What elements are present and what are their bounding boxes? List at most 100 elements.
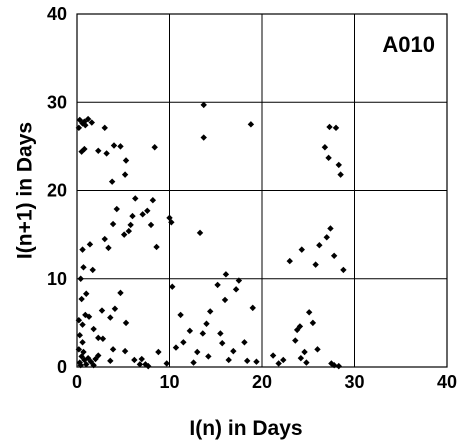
- data-point: [151, 144, 158, 151]
- data-point: [90, 362, 97, 369]
- data-point: [321, 144, 329, 151]
- data-point: [244, 357, 251, 365]
- data-point: [81, 118, 88, 125]
- data-point: [121, 347, 129, 355]
- data-point: [163, 360, 170, 367]
- data-point: [199, 330, 206, 337]
- data-point: [80, 264, 87, 271]
- data-point: [107, 314, 114, 321]
- data-point: [280, 356, 287, 364]
- data-point: [200, 101, 207, 109]
- data-point: [127, 221, 134, 229]
- data-point: [98, 307, 106, 314]
- data-point: [81, 145, 88, 153]
- data-point: [337, 171, 344, 178]
- y-tick-labels: 0 10 20 30 40: [47, 4, 67, 377]
- y-tick-label: 10: [47, 269, 67, 289]
- panel-label: A010: [382, 32, 435, 57]
- data-point: [275, 360, 282, 367]
- x-tick-label: 10: [159, 372, 179, 392]
- data-point: [109, 346, 117, 353]
- data-point: [95, 147, 102, 154]
- data-point: [95, 352, 102, 359]
- data-point: [305, 309, 313, 316]
- data-point: [75, 124, 83, 132]
- x-tick-label: 30: [344, 372, 364, 392]
- data-point: [86, 241, 94, 248]
- data-point: [200, 134, 207, 141]
- data-point: [108, 178, 116, 185]
- data-point: [296, 323, 304, 330]
- x-tick-label: 20: [252, 372, 272, 392]
- data-point: [222, 271, 230, 278]
- data-point: [76, 332, 83, 339]
- data-point: [323, 234, 330, 241]
- data-point: [90, 325, 97, 333]
- data-point: [153, 243, 160, 251]
- data-point: [76, 116, 83, 124]
- data-point: [82, 311, 89, 319]
- data-point: [335, 362, 342, 370]
- data-point: [95, 334, 102, 342]
- data-points: [75, 101, 347, 370]
- data-point: [80, 348, 87, 356]
- data-point: [219, 339, 226, 347]
- data-point: [330, 362, 338, 369]
- data-point: [138, 355, 145, 363]
- data-point: [303, 359, 310, 366]
- data-point: [292, 337, 299, 344]
- data-point: [79, 246, 86, 253]
- data-point: [327, 225, 334, 232]
- data-point: [301, 348, 308, 356]
- data-point: [99, 335, 107, 342]
- data-point: [88, 119, 95, 126]
- data-point: [325, 154, 332, 162]
- data-point: [214, 281, 221, 289]
- data-point: [145, 362, 152, 370]
- x-tick-label: 0: [72, 372, 82, 392]
- data-point: [85, 313, 93, 320]
- data-point: [117, 289, 124, 297]
- data-point: [232, 286, 240, 293]
- x-tick-label: 40: [437, 372, 457, 392]
- data-point: [269, 352, 277, 359]
- data-point: [89, 266, 96, 274]
- data-point: [230, 347, 237, 355]
- data-point: [332, 124, 340, 132]
- data-point: [340, 266, 347, 274]
- data-point: [326, 123, 333, 131]
- data-point: [314, 346, 321, 353]
- data-point: [122, 157, 130, 164]
- data-point: [149, 197, 157, 204]
- data-point: [109, 220, 117, 228]
- data-point: [309, 319, 317, 327]
- y-tick-label: 0: [57, 357, 67, 377]
- data-point: [77, 275, 84, 282]
- data-point: [103, 150, 110, 157]
- data-point: [78, 295, 85, 303]
- data-point: [225, 356, 232, 364]
- data-point: [107, 357, 114, 365]
- data-point: [147, 221, 155, 229]
- data-point: [249, 304, 256, 312]
- data-point: [75, 346, 83, 353]
- data-point: [131, 356, 138, 364]
- y-axis-label: I(n+1) in Days: [13, 122, 36, 259]
- data-point: [129, 212, 136, 220]
- data-point: [110, 142, 118, 149]
- data-point: [286, 257, 293, 265]
- data-point: [316, 242, 323, 249]
- data-point: [217, 330, 224, 337]
- data-point: [330, 252, 338, 260]
- data-point: [132, 195, 139, 202]
- data-point: [101, 235, 108, 243]
- data-point: [117, 143, 124, 150]
- data-point: [253, 358, 260, 365]
- x-axis-label: I(n) in Days: [189, 417, 302, 440]
- data-point: [144, 207, 151, 214]
- data-point: [172, 344, 180, 351]
- data-point: [111, 305, 119, 312]
- data-point: [77, 362, 84, 369]
- grid: [76, 13, 448, 368]
